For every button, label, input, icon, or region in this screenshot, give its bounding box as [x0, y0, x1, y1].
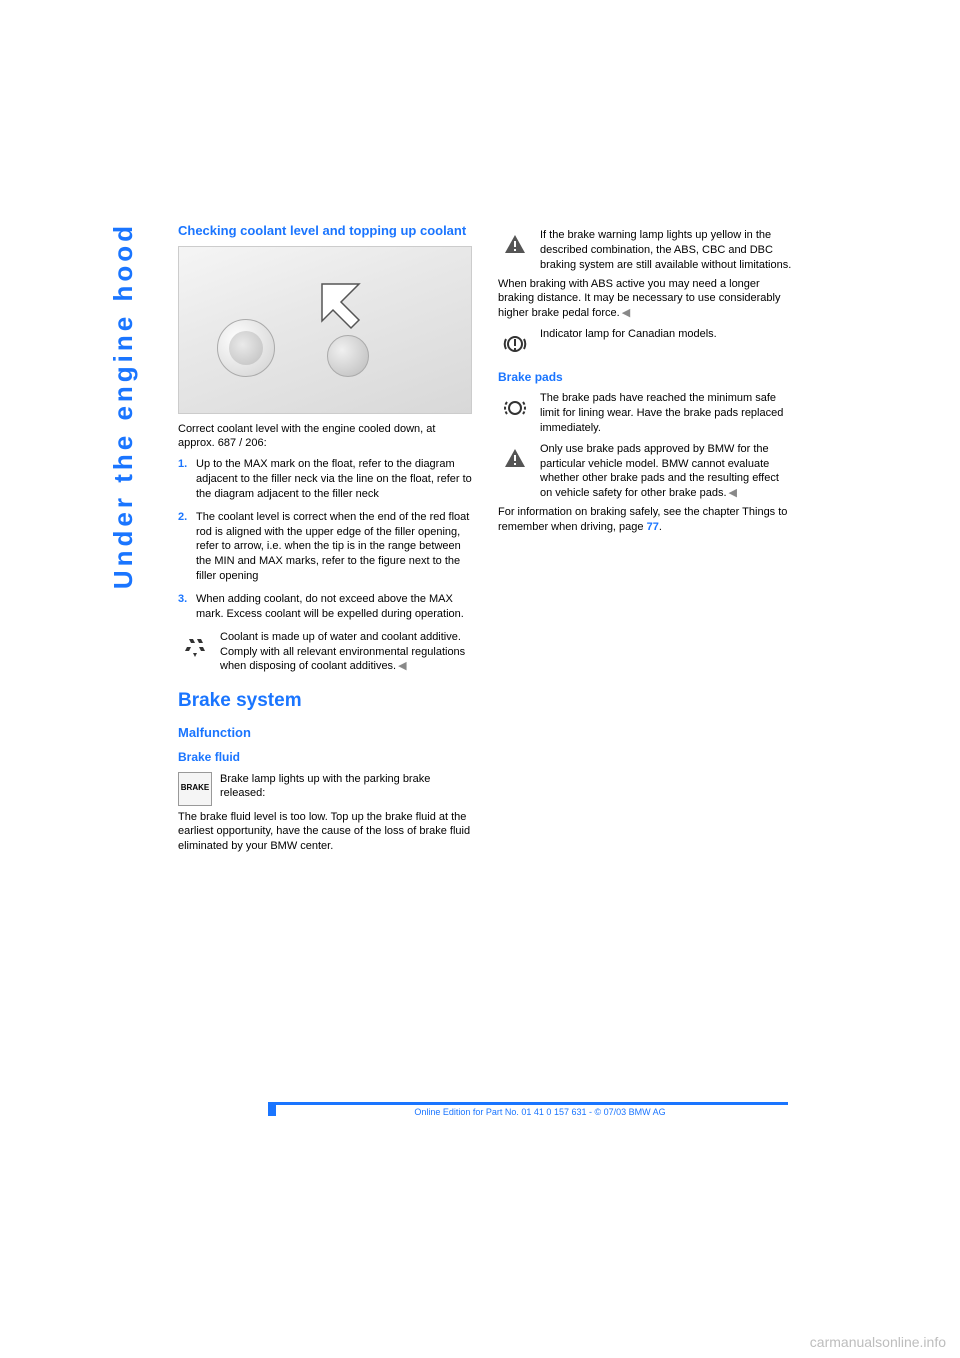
coolant-steps-list: 1. Up to the MAX mark on the float, refe…	[178, 457, 472, 621]
warning-triangle-icon	[498, 442, 532, 476]
footer-accent-block	[268, 1102, 276, 1116]
list-number: 1.	[178, 457, 196, 502]
brake-pads-icon	[498, 391, 532, 425]
coolant-cap-small	[327, 335, 369, 377]
coolant-figure	[178, 246, 472, 414]
list-item: 2. The coolant level is correct when the…	[178, 510, 472, 584]
heading-brake-pads: Brake pads	[498, 369, 792, 385]
list-item: 1. Up to the MAX mark on the float, refe…	[178, 457, 472, 502]
list-text: The coolant level is correct when the en…	[196, 510, 472, 584]
warning-1-tail: When braking with ABS active you may nee…	[498, 277, 792, 322]
recycle-icon	[178, 630, 212, 664]
list-item: 3. When adding coolant, do not exceed ab…	[178, 592, 472, 622]
list-number: 2.	[178, 510, 196, 584]
canada-indicator-text: Indicator lamp for Canadian models.	[540, 327, 717, 342]
canada-indicator-block: Indicator lamp for Canadian models.	[498, 327, 792, 361]
footer-text: Online Edition for Part No. 01 41 0 157 …	[290, 1107, 790, 1117]
warning-triangle-icon	[498, 228, 532, 262]
coolant-cap-large	[217, 319, 275, 377]
brake-pads-text: The brake pads have reached the minimum …	[540, 391, 792, 436]
list-text: Up to the MAX mark on the float, refer t…	[196, 457, 472, 502]
warning-1-text: If the brake warning lamp lights up yell…	[540, 228, 792, 273]
brake-fluid-text: The brake fluid level is too low. Top up…	[178, 810, 472, 855]
warning-2-text: Only use brake pads approved by BMW for …	[540, 442, 792, 501]
right-column: If the brake warning lamp lights up yell…	[498, 222, 792, 860]
brake-pads-block: The brake pads have reached the minimum …	[498, 391, 792, 436]
page-reference-link[interactable]: 77	[647, 521, 659, 533]
heading-brake-fluid: Brake fluid	[178, 749, 472, 765]
watermark-text: carmanualsonline.info	[810, 1334, 946, 1350]
brake-lamp-text: Brake lamp lights up with the parking br…	[220, 772, 472, 802]
list-text: When adding coolant, do not exceed above…	[196, 592, 472, 622]
recycle-block: Coolant is made up of water and coolant …	[178, 630, 472, 675]
end-marker-icon: ◀	[398, 659, 406, 674]
warning-block-1: If the brake warning lamp lights up yell…	[498, 228, 792, 273]
pointer-arrow-icon	[319, 281, 375, 337]
coolant-intro-text: Correct coolant level with the engine co…	[178, 422, 472, 452]
heading-brake-system: Brake system	[178, 688, 472, 714]
end-marker-icon: ◀	[622, 306, 630, 321]
end-marker-icon: ◀	[729, 486, 737, 501]
list-number: 3.	[178, 592, 196, 622]
footer-divider	[268, 1102, 788, 1105]
recycle-text: Coolant is made up of water and coolant …	[220, 630, 472, 675]
heading-malfunction: Malfunction	[178, 724, 472, 742]
left-column: Checking coolant level and topping up co…	[178, 222, 472, 860]
warning-block-2: Only use brake pads approved by BMW for …	[498, 442, 792, 501]
page-content: Checking coolant level and topping up co…	[112, 222, 792, 860]
heading-checking-coolant: Checking coolant level and topping up co…	[178, 222, 472, 240]
info-braking-text: For information on braking safely, see t…	[498, 505, 792, 535]
brake-lamp-block: BRAKE Brake lamp lights up with the park…	[178, 772, 472, 806]
brake-circle-icon	[498, 327, 532, 361]
brake-warning-icon: BRAKE	[178, 772, 212, 806]
